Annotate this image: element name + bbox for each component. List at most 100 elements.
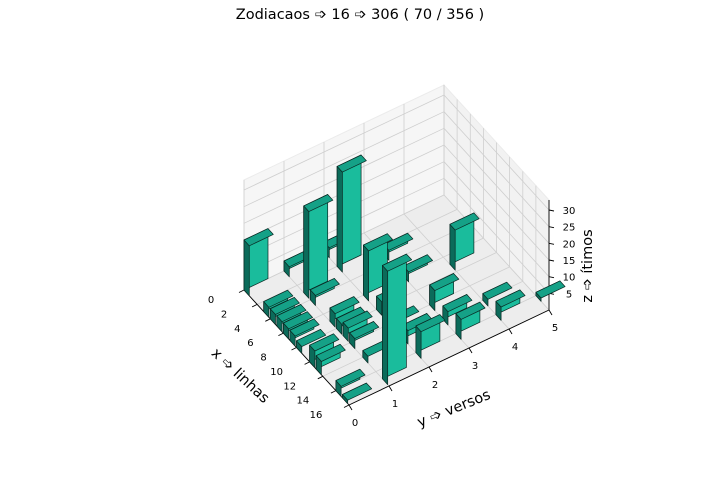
x-tick: [317, 375, 324, 380]
bar: [349, 321, 380, 349]
bar: [535, 280, 566, 302]
bar-face-front: [303, 205, 310, 299]
bar-face-top: [442, 294, 473, 313]
x-tick-label: 14: [297, 396, 310, 407]
bar-face-top: [429, 273, 460, 291]
z-tick-label: 20: [563, 239, 576, 250]
bar-face-top: [289, 318, 320, 337]
grid-line-z: [443, 178, 550, 294]
x-tick: [291, 347, 297, 351]
y-tick: [548, 309, 553, 316]
bar: [442, 294, 473, 326]
z-tick: [548, 242, 555, 245]
bar: [455, 301, 486, 340]
z-tick-label: 30: [563, 206, 576, 217]
bar-face-top: [336, 154, 367, 173]
x-tick: [265, 318, 271, 322]
bar: [303, 194, 334, 299]
grid-line-z: [443, 111, 550, 227]
grid-line-y: [443, 194, 550, 311]
x-tick-label: 12: [283, 381, 296, 392]
bar-face-top: [455, 301, 486, 320]
bar-face-top: [482, 281, 513, 300]
z-tick-label: 5: [566, 289, 572, 300]
bar-face-top: [283, 311, 313, 330]
bar-face-top: [495, 289, 526, 308]
z-axis-title: z ➩ ítimos: [580, 229, 596, 302]
bar: [449, 212, 480, 271]
bar: [382, 253, 413, 385]
x-tick: [238, 289, 245, 293]
grid-line-z: [443, 94, 550, 211]
y-tick: [508, 328, 513, 335]
y-tick-label: 4: [512, 342, 518, 353]
x-tick: [278, 332, 284, 337]
x-tick-label: 8: [260, 353, 266, 364]
bar-face-top: [303, 194, 334, 212]
z-tick-label: 15: [563, 256, 576, 267]
y-tick: [348, 404, 353, 411]
y-tick: [388, 385, 393, 392]
bar: [243, 228, 274, 297]
bar-face-top: [269, 297, 300, 315]
bar-face-top: [309, 333, 340, 352]
z-tick: [548, 226, 555, 229]
grid-line-z: [243, 111, 445, 208]
y-tick-label: 3: [472, 361, 478, 372]
bar: [336, 154, 367, 273]
bar: [342, 310, 373, 342]
bar-face-top: [276, 304, 307, 323]
x-tick-label: 10: [270, 367, 283, 378]
bar: [315, 343, 346, 376]
x-tick-label: 6: [247, 338, 253, 349]
grid-line-z: [443, 144, 550, 261]
bar: [482, 281, 513, 307]
grid-line-y: [403, 213, 510, 330]
z-tick: [548, 209, 555, 212]
bar-face-front: [363, 244, 369, 302]
x-tick-label: 0: [208, 295, 214, 306]
grid-line-z: [443, 161, 550, 277]
bar: [263, 289, 294, 318]
bar: [335, 368, 366, 397]
y-axis-line: [348, 309, 550, 406]
z-tick: [548, 276, 555, 279]
bar: [342, 382, 373, 404]
bar-face-top: [349, 321, 380, 339]
bar-face-top: [449, 212, 480, 231]
x-tick: [304, 361, 310, 365]
bar-face-top: [342, 382, 373, 401]
bar-face-top: [382, 253, 413, 272]
grid-line-z: [243, 94, 445, 191]
bar: [495, 289, 526, 321]
bar-face-front: [243, 239, 250, 297]
grid-line-z: [443, 128, 550, 244]
x-tick: [330, 390, 337, 394]
bar-face-top: [296, 329, 327, 347]
z-tick-label: 10: [563, 273, 576, 284]
bar-face-top: [403, 254, 433, 273]
bar: [415, 314, 446, 359]
y-tick-label: 5: [552, 323, 558, 334]
bar: [283, 311, 313, 340]
y-tick: [428, 366, 433, 373]
bar: [309, 278, 340, 306]
bar-face-front: [336, 166, 343, 273]
z-tick-label: 25: [563, 223, 576, 234]
chart-title: Zodiacaos ➩ 16 ➩ 306 ( 70 / 356 ): [235, 7, 485, 23]
bar-face-top: [415, 314, 446, 333]
x-tick-label: 2: [221, 309, 227, 320]
bar-face-top: [263, 289, 294, 308]
bar-face-top: [329, 296, 360, 315]
x-tick: [343, 404, 350, 408]
y-tick-label: 2: [432, 380, 438, 391]
bars: [243, 154, 566, 404]
bar-face-front: [449, 223, 456, 271]
bar-face-top: [309, 278, 340, 296]
bar-face-front: [382, 265, 389, 385]
bar: [289, 318, 320, 347]
x-tick: [251, 303, 258, 308]
bar-face-top: [335, 368, 366, 387]
